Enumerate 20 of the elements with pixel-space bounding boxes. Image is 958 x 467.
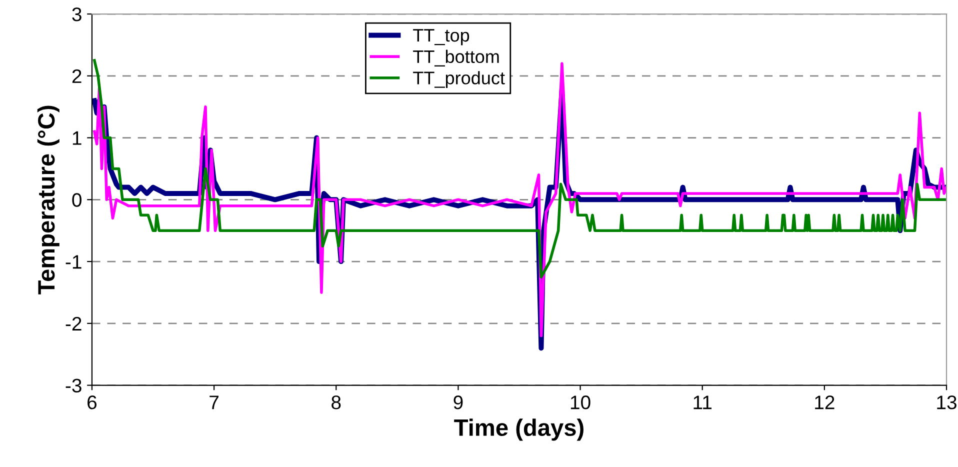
x-tick-label: 7 [210, 396, 218, 410]
x-tick-label: 12 [815, 396, 834, 410]
y-tick-label: -3 [66, 378, 82, 393]
y-tick-label: -2 [66, 316, 82, 330]
x-tick-label: 6 [88, 396, 97, 410]
legend-label: TT_product [413, 71, 505, 88]
y-axis-title: Temperature (°C) [37, 106, 60, 294]
x-tick-label: 13 [937, 396, 956, 410]
legend-label: TT_bottom [413, 50, 499, 66]
x-axis-title: Time (days) [454, 418, 584, 441]
y-tick-label: 0 [72, 193, 82, 207]
x-tick-label: 8 [332, 396, 341, 410]
y-tick-label: -1 [66, 255, 82, 269]
x-tick-label: 9 [454, 396, 463, 410]
y-tick-label: 2 [72, 69, 82, 83]
x-tick-label: 11 [694, 396, 712, 410]
legend-label: TT_top [413, 29, 470, 46]
x-tick-label: 10 [570, 396, 590, 410]
y-tick-label: 1 [72, 131, 82, 145]
y-tick-label: 3 [72, 7, 82, 22]
